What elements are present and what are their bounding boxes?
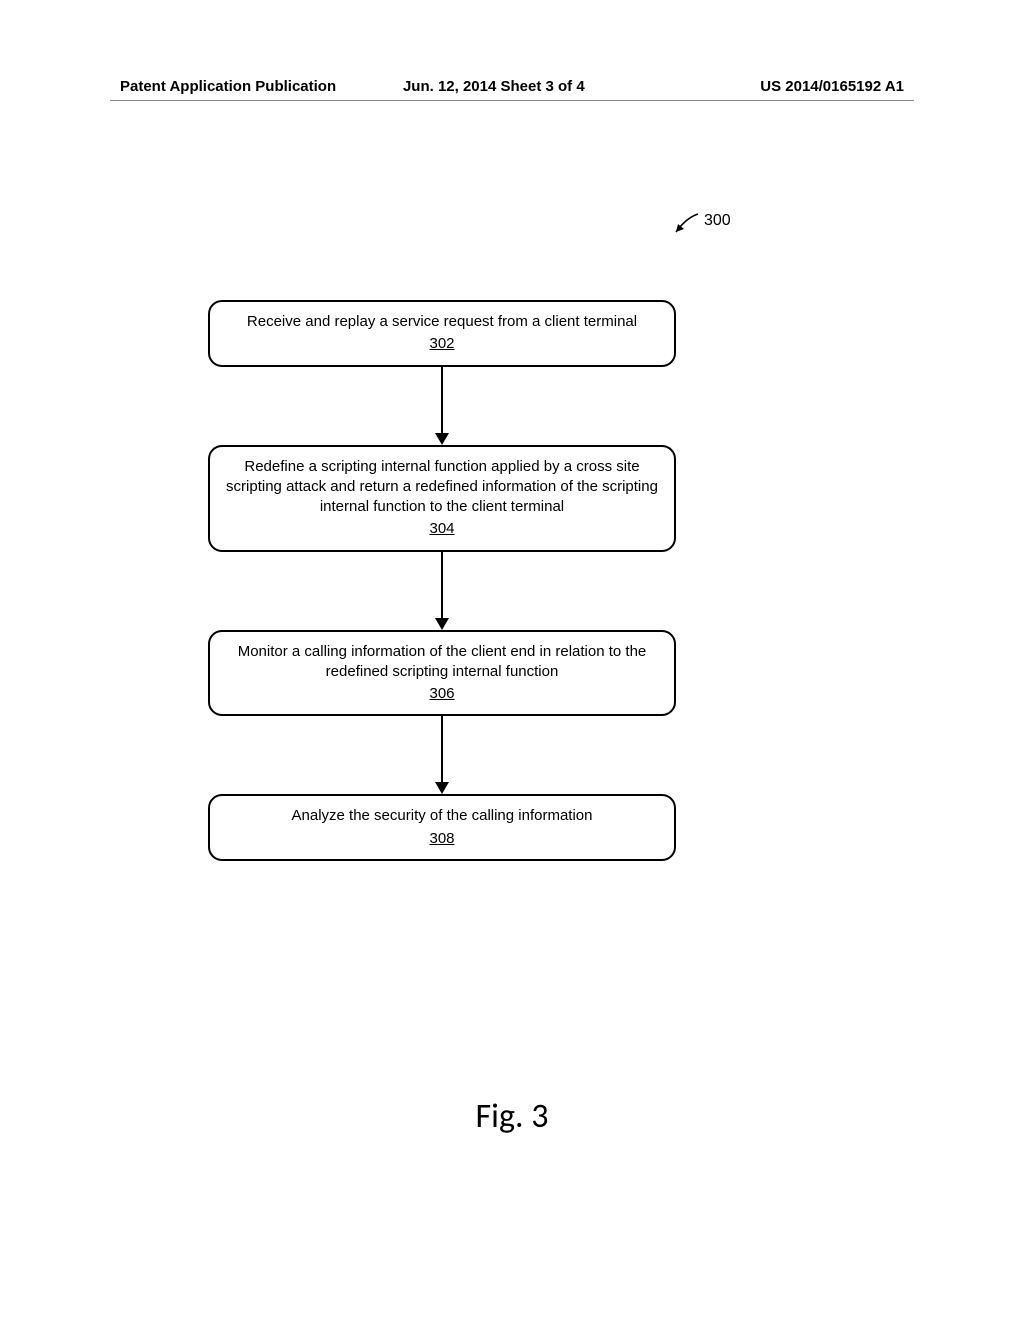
flow-box-text: Redefine a scripting internal function a… [224, 457, 660, 518]
header-rule [110, 100, 914, 101]
flow-box-text: Analyze the security of the calling info… [224, 806, 660, 826]
flowchart: Receive and replay a service request fro… [208, 300, 676, 861]
flow-box-text: Monitor a calling information of the cli… [224, 642, 660, 683]
flow-box-number: 304 [224, 519, 660, 539]
flow-box-number: 302 [224, 334, 660, 354]
figure-caption: Fig. 3 [0, 1096, 1024, 1137]
flow-box-number: 306 [224, 684, 660, 704]
header-left: Patent Application Publication [120, 78, 336, 95]
flow-arrow [208, 552, 676, 630]
page-header: Patent Application Publication Jun. 12, … [0, 78, 1024, 95]
ref-marker-icon [672, 212, 702, 236]
flow-box-304: Redefine a scripting internal function a… [208, 445, 676, 552]
flow-box-302: Receive and replay a service request fro… [208, 300, 676, 367]
flow-arrow [208, 367, 676, 445]
flow-box-text: Receive and replay a service request fro… [224, 312, 660, 332]
flow-box-number: 308 [224, 829, 660, 849]
flow-box-308: Analyze the security of the calling info… [208, 794, 676, 861]
header-right: US 2014/0165192 A1 [760, 78, 904, 95]
ref-number: 300 [704, 212, 731, 230]
flow-box-306: Monitor a calling information of the cli… [208, 630, 676, 717]
header-center: Jun. 12, 2014 Sheet 3 of 4 [403, 78, 585, 95]
flow-arrow [208, 716, 676, 794]
